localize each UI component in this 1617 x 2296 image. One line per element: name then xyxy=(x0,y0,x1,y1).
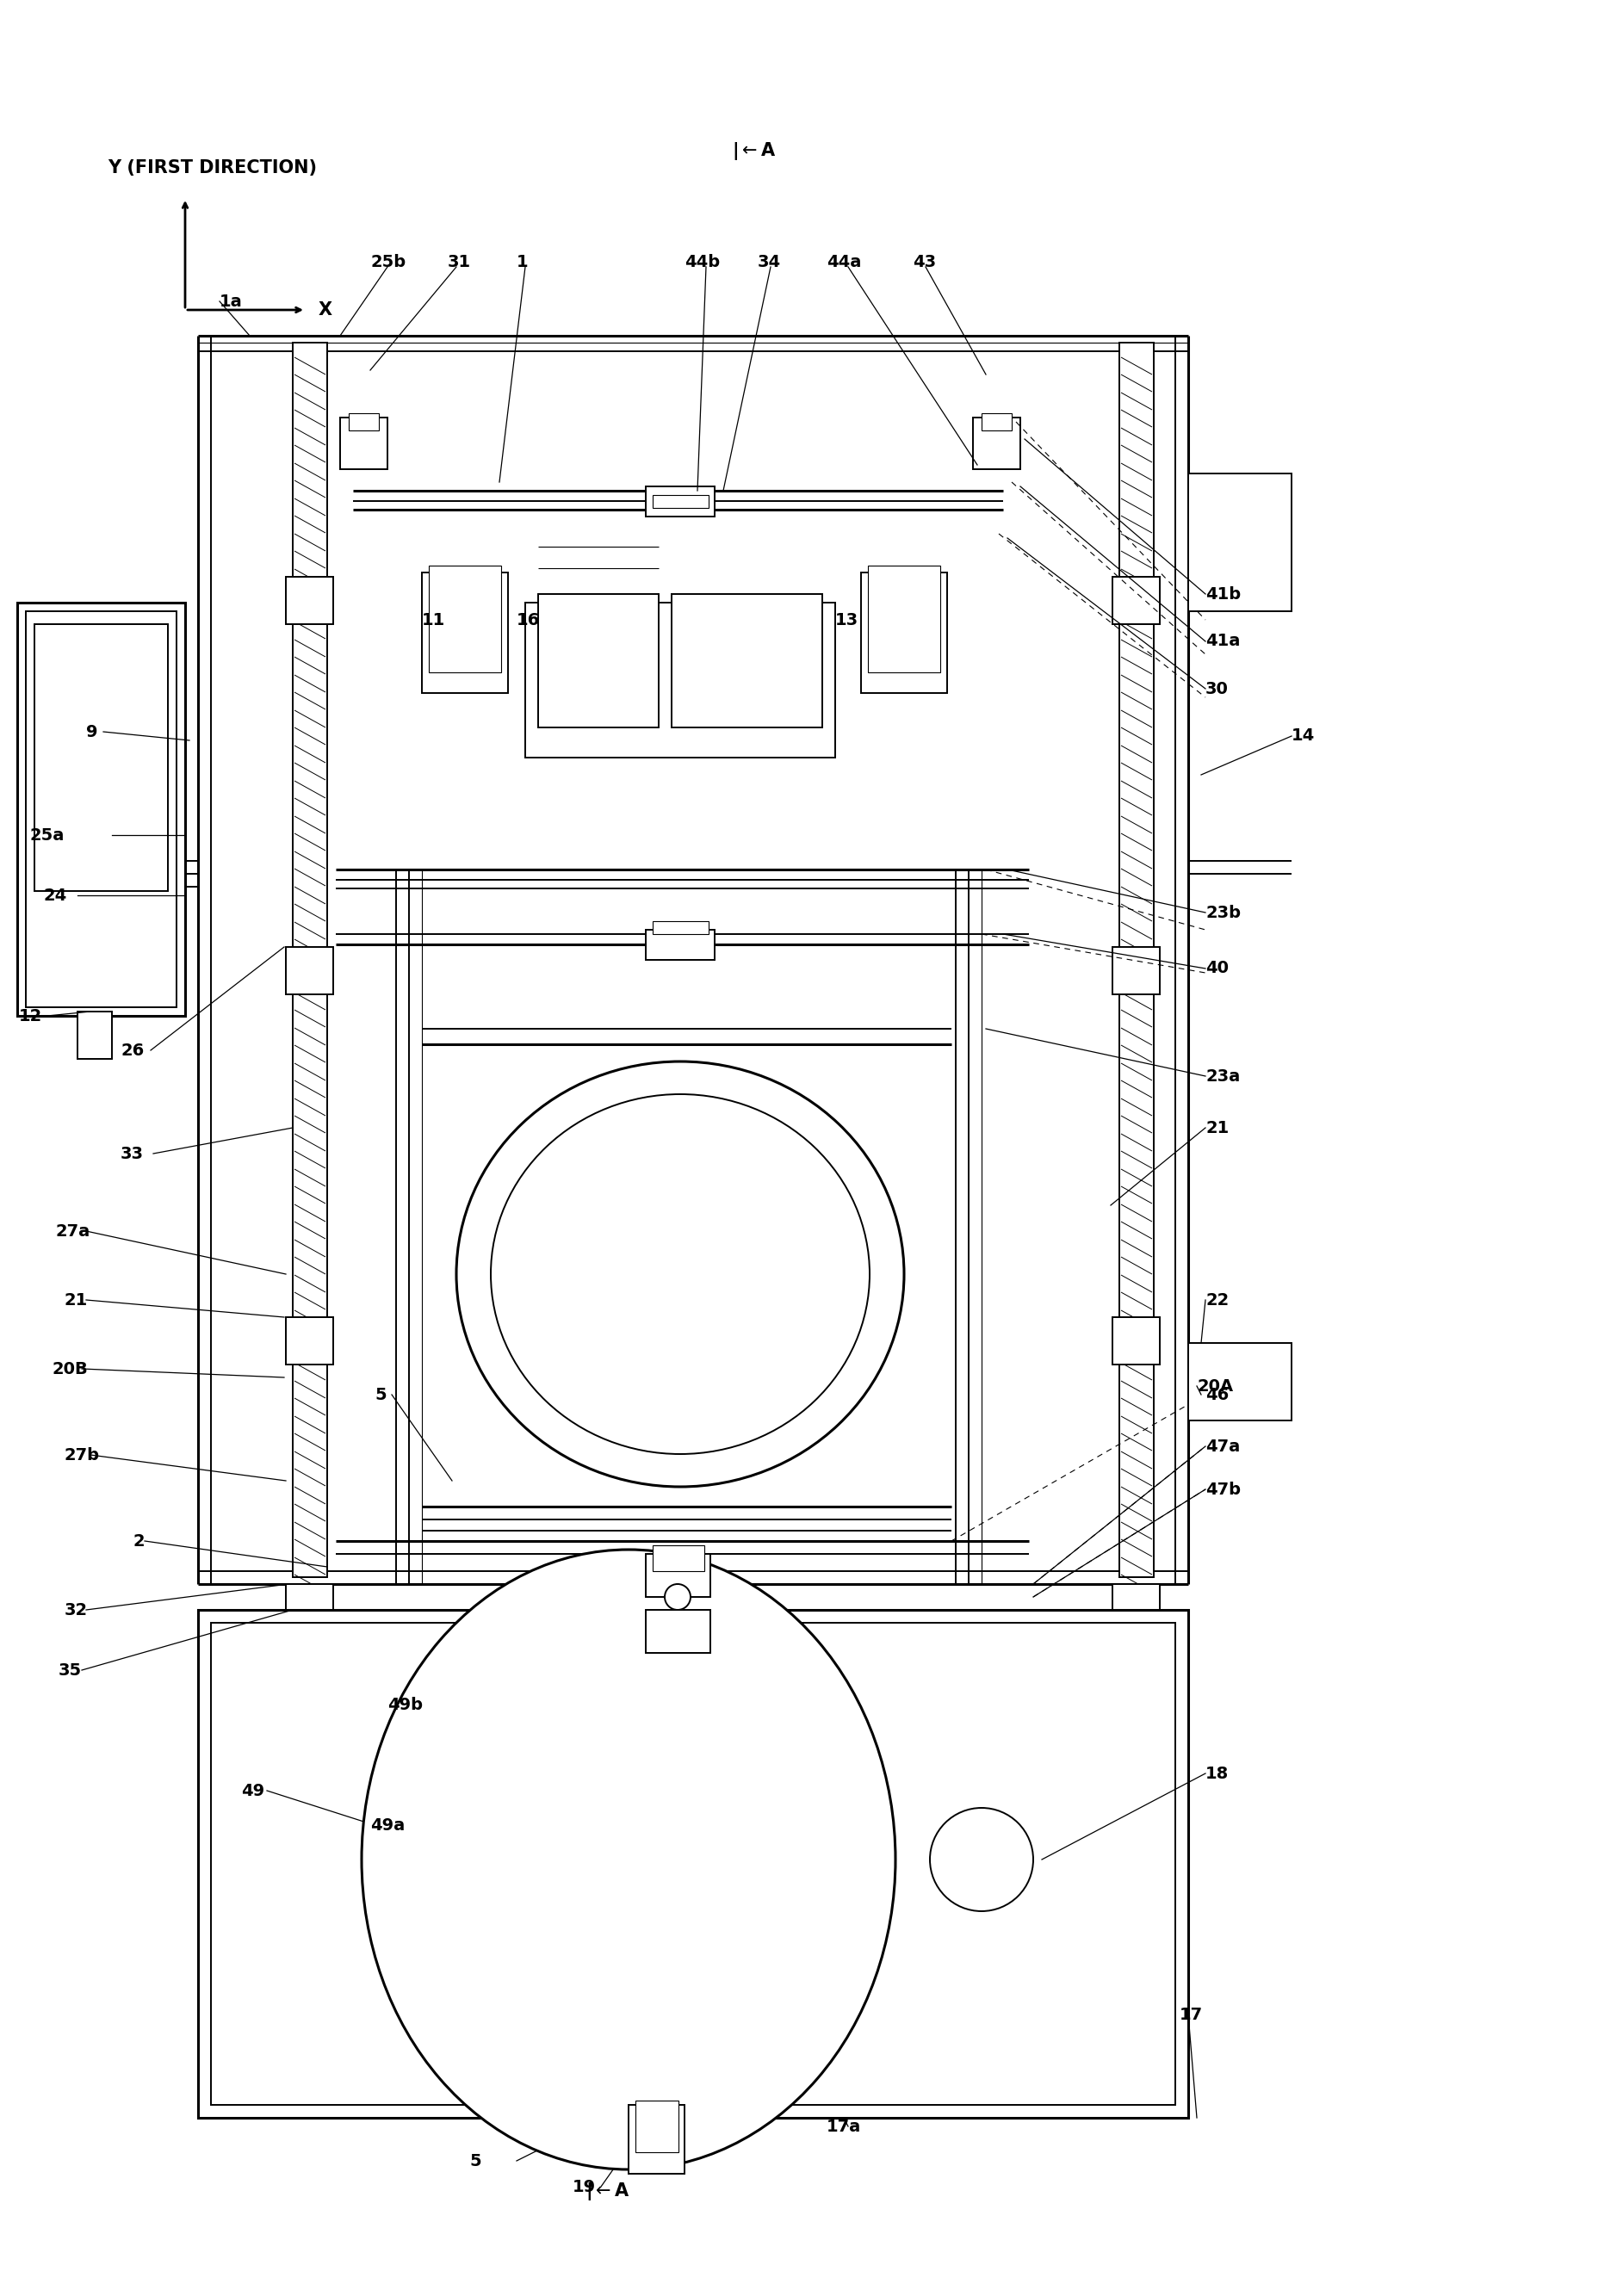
Text: 35: 35 xyxy=(58,1662,82,1678)
Text: X: X xyxy=(319,301,333,319)
Bar xyxy=(422,572,508,693)
Text: 49a: 49a xyxy=(370,1816,404,1832)
Text: 33: 33 xyxy=(121,1146,144,1162)
Bar xyxy=(653,496,708,507)
Bar xyxy=(1112,1584,1159,1632)
Text: 32: 32 xyxy=(65,1603,87,1619)
Text: 49: 49 xyxy=(241,1782,265,1798)
Bar xyxy=(286,1584,333,1632)
Bar xyxy=(526,602,836,758)
Text: 44a: 44a xyxy=(826,255,862,271)
Circle shape xyxy=(930,1807,1033,1910)
Bar xyxy=(18,602,184,1015)
Text: 26: 26 xyxy=(121,1042,144,1058)
Text: 25b: 25b xyxy=(370,255,406,271)
Bar xyxy=(645,487,715,517)
Text: 21: 21 xyxy=(65,1293,87,1309)
Bar xyxy=(286,946,333,994)
Text: 44b: 44b xyxy=(684,255,720,271)
Bar xyxy=(982,413,1012,429)
Text: 5: 5 xyxy=(469,2154,480,2170)
Bar xyxy=(645,930,715,960)
Text: 46: 46 xyxy=(1205,1387,1229,1403)
Text: 47b: 47b xyxy=(1205,1481,1240,1497)
Text: 17a: 17a xyxy=(826,2119,862,2135)
Text: 19: 19 xyxy=(572,2179,597,2195)
Bar xyxy=(973,418,1020,468)
Text: 17: 17 xyxy=(1179,2007,1203,2023)
Text: 18: 18 xyxy=(1205,1766,1229,1782)
Bar xyxy=(210,1623,1176,2105)
Bar xyxy=(538,595,658,728)
Text: 5: 5 xyxy=(375,1387,386,1403)
Text: 2: 2 xyxy=(134,1534,146,1550)
Bar xyxy=(671,595,823,728)
Text: 6: 6 xyxy=(826,1293,838,1309)
Text: |$\leftarrow$A: |$\leftarrow$A xyxy=(585,2181,629,2202)
Text: |$\leftarrow$A: |$\leftarrow$A xyxy=(733,140,776,161)
Bar xyxy=(26,611,176,1008)
Text: 30: 30 xyxy=(1205,680,1229,698)
Bar xyxy=(34,625,168,891)
Bar xyxy=(1188,473,1292,611)
Ellipse shape xyxy=(362,1550,896,2170)
Text: 24: 24 xyxy=(44,886,66,905)
Text: 12: 12 xyxy=(19,1008,42,1024)
Text: 21: 21 xyxy=(1205,1120,1229,1137)
Bar xyxy=(429,565,501,673)
Bar xyxy=(645,1609,710,1653)
Bar xyxy=(629,2105,684,2174)
Ellipse shape xyxy=(456,1061,904,1488)
Text: 9: 9 xyxy=(86,723,97,739)
Text: 10: 10 xyxy=(758,611,781,629)
Bar xyxy=(653,921,708,934)
Text: 13: 13 xyxy=(836,611,859,629)
Bar xyxy=(1112,1318,1159,1364)
Text: 23b: 23b xyxy=(1205,905,1240,921)
Bar xyxy=(286,1318,333,1364)
Bar xyxy=(635,2101,679,2151)
Text: 43: 43 xyxy=(912,255,936,271)
Text: 41b: 41b xyxy=(1205,585,1240,602)
Text: 47a: 47a xyxy=(1205,1437,1240,1453)
Text: Y (FIRST DIRECTION): Y (FIRST DIRECTION) xyxy=(108,158,317,177)
Bar xyxy=(286,576,333,625)
Bar xyxy=(1112,576,1159,625)
Text: 1: 1 xyxy=(516,255,529,271)
Text: 20B: 20B xyxy=(52,1362,87,1378)
Bar xyxy=(293,342,327,1577)
Bar xyxy=(653,1545,705,1570)
Bar xyxy=(645,1554,710,1598)
Circle shape xyxy=(665,1584,690,1609)
Text: 14: 14 xyxy=(1292,728,1315,744)
Bar xyxy=(868,565,939,673)
Bar xyxy=(349,413,378,429)
Text: 34: 34 xyxy=(758,255,781,271)
Text: 1a: 1a xyxy=(220,294,243,310)
Text: 41a: 41a xyxy=(1205,634,1240,650)
Text: 20A: 20A xyxy=(1197,1378,1234,1394)
Text: 40: 40 xyxy=(1205,960,1229,976)
Text: 16: 16 xyxy=(516,611,540,629)
Text: 31: 31 xyxy=(448,255,471,271)
Text: 23a: 23a xyxy=(1205,1068,1240,1084)
Text: 49b: 49b xyxy=(388,1697,422,1713)
Text: 11: 11 xyxy=(422,611,445,629)
Text: 25a: 25a xyxy=(31,827,65,843)
Bar xyxy=(78,1013,112,1058)
Bar xyxy=(1119,342,1155,1577)
Bar xyxy=(340,418,388,468)
Ellipse shape xyxy=(492,1095,870,1453)
Text: 22: 22 xyxy=(1205,1293,1229,1309)
Text: 27b: 27b xyxy=(65,1446,100,1463)
Bar xyxy=(1188,1343,1292,1421)
Bar xyxy=(197,1609,1188,2117)
Bar xyxy=(1112,946,1159,994)
Text: 27a: 27a xyxy=(57,1224,91,1240)
Bar xyxy=(860,572,948,693)
